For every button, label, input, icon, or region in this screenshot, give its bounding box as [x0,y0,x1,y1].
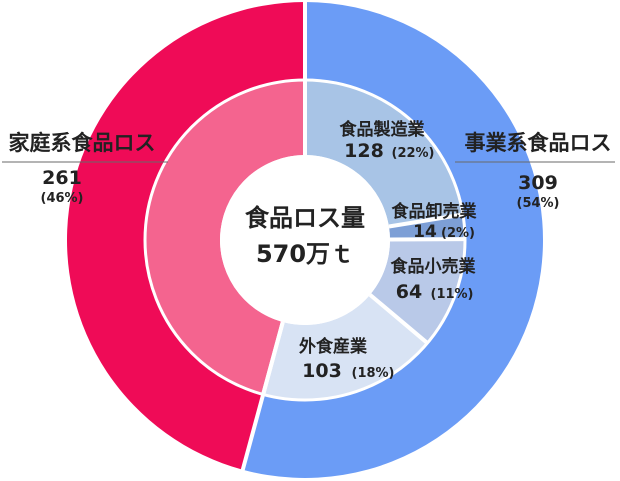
inner-pct-manufacturing: (22%) [392,146,435,161]
inner-value-manufacturing: 128 [344,140,384,162]
center-total: 570万ｔ [256,240,354,268]
outer-value-household: 261 [42,167,82,189]
inner-slice-4 [145,80,305,395]
outer-pct-household: (46%) [41,191,84,206]
inner-value-retail: 64 [396,281,422,303]
inner-slice-3 [263,294,428,400]
center-hole [220,155,390,325]
outer-slice-1 [66,2,305,470]
inner-label-manufacturing: 食品製造業 [340,119,425,140]
center-title: 食品ロス量 [245,204,365,232]
inner-slice-1 [388,214,465,240]
outer-pct-business: (54%) [517,196,560,211]
outer-label-business: 事業系食品ロス [465,131,612,155]
inner-pct-foodservice: (18%) [352,366,395,381]
inner-label-retail: 食品小売業 [391,256,476,277]
separators [143,0,467,473]
inner-label-foodservice: 外食産業 [299,336,367,357]
inner-label-wholesale: 食品卸売業 [392,201,477,222]
inner-pct-wholesale: (2%) [441,226,475,241]
inner-value-foodservice: 103 [302,360,342,382]
inner-ring [145,80,465,400]
slice-separator-i1 [388,212,464,229]
outer-slice-0 [242,2,544,478]
ring-divider [143,78,467,402]
inner-value-wholesale: 14 [413,222,437,242]
inner-slice-2 [370,239,465,344]
outer-ring [66,2,544,478]
inner-slice-0 [305,80,463,227]
slice-separator-i4 [261,321,285,395]
inner-pct-retail: (11%) [431,287,474,302]
outer-value-business: 309 [518,172,558,194]
outer-label-household: 家庭系食品ロス [9,131,156,155]
slice-separator-i3 [368,293,429,345]
